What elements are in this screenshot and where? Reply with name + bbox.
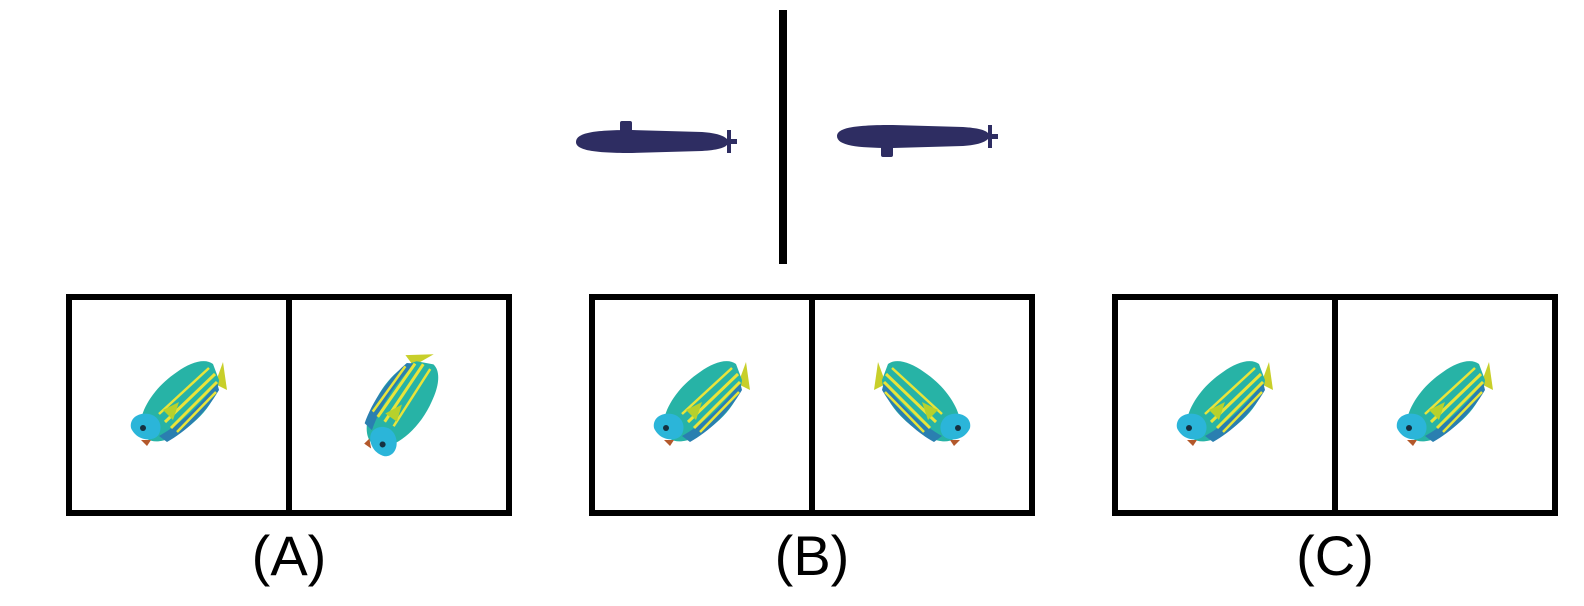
option-b-panel[interactable] [589, 294, 1035, 516]
reference-right-submarine [833, 119, 1003, 159]
fish-icon [857, 350, 987, 460]
option-a-right-view [286, 300, 506, 510]
option-c-panel[interactable] [1112, 294, 1558, 516]
fish-icon [334, 331, 465, 478]
submarine-icon [837, 125, 998, 157]
option-a-label[interactable]: (A) [251, 524, 327, 587]
option-c-left-view [1118, 300, 1332, 510]
option-b-left-view [595, 300, 809, 510]
mirror-line [779, 10, 787, 264]
fish-icon [637, 350, 767, 460]
fish-icon [1380, 350, 1510, 460]
option-b-label[interactable]: (B) [774, 524, 850, 587]
submarine-icon [576, 121, 737, 153]
fish-icon [1160, 350, 1290, 460]
option-b-right-view [809, 300, 1029, 510]
reference-left-submarine [572, 119, 742, 159]
fish-icon [114, 350, 244, 460]
option-a-left-view [72, 300, 286, 510]
option-c-right-view [1332, 300, 1552, 510]
option-a-panel[interactable] [66, 294, 512, 516]
option-c-label[interactable]: (C) [1296, 524, 1374, 587]
